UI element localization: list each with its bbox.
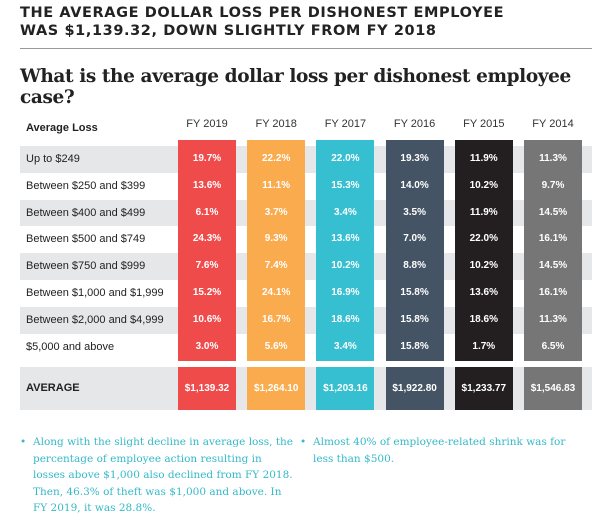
note-2: • Almost 40% of employee-related shrink … [300,434,575,467]
cell-value: 22.2% [262,153,291,164]
cell-value: 15.8% [400,340,429,352]
average-value: $1,264.10 [247,367,306,410]
cell-value: 6.5% [541,340,565,352]
cell-value: 22.0% [331,153,360,164]
cell-value: 7.6% [195,260,219,272]
column-bar [454,140,513,361]
column-bar [247,140,306,361]
row-header: Average Loss [26,122,98,134]
cell-value: 16.7% [262,313,291,325]
cell-value: 14.0% [400,179,429,191]
cell-value: 13.6% [469,287,498,298]
cell-value: 3.4% [333,340,357,352]
cell-value: 3.5% [403,206,426,218]
headline: THE AVERAGE DOLLAR LOSS PER DISHONEST EM… [20,4,504,40]
cell-value: 16.9% [331,287,360,298]
cell-value: 11.9% [469,153,498,164]
row-label: Between $250 and $399 [26,179,146,192]
row-label: Between $400 and $499 [26,206,146,219]
cell-value: 7.0% [403,233,426,245]
headline-line-2: WAS $1,139.32, DOWN SLIGHTLY FROM FY 201… [20,23,437,39]
row-label: Between $1,000 and $1,999 [26,287,164,299]
average-label: AVERAGE [26,382,80,394]
cell-value: 19.3% [400,153,429,164]
cell-value: 10.2% [331,260,360,272]
column-header: FY 2018 [255,118,297,130]
divider [20,48,592,49]
cell-value: 11.9% [469,206,498,218]
cell-value: 24.1% [262,287,291,298]
cell-value: 6.1% [195,206,219,218]
column-header: FY 2017 [324,118,367,130]
row-label: Between $750 and $999 [26,260,146,273]
column-header: FY 2015 [463,118,505,130]
cell-value: 3.0% [195,340,219,352]
cell-value: 15.3% [331,179,360,191]
column-bar [178,140,236,361]
row-label: Up to $249 [26,153,80,165]
cell-value: 9.3% [264,233,288,245]
bullet-icon: • [300,436,307,448]
cell-value: 14.5% [538,206,568,218]
column-bar [385,140,444,361]
average-value: $1,139.32 [178,367,236,410]
cell-value: 8.8% [403,260,426,272]
note-text: Almost 40% of employee-related shrink wa… [313,436,566,465]
cell-value: 24.3% [192,233,222,245]
cell-value: 3.7% [264,206,288,218]
column-header: FY 2019 [186,118,228,130]
row-label: $5,000 and above [26,340,115,353]
bullet-icon: • [20,436,27,448]
column-bar [524,140,582,361]
cell-value: 3.4% [333,206,357,218]
headline-line-1: THE AVERAGE DOLLAR LOSS PER DISHONEST EM… [20,5,505,21]
note-1: • Along with the slight decline in avera… [20,434,295,517]
average-value: $1,922.80 [385,367,444,410]
average-value: $1,546.83 [524,367,582,410]
column-header: FY 2016 [393,118,436,130]
cell-value: 7.4% [264,260,288,272]
note-text: Along with the slight decline in average… [33,436,294,514]
cell-value: 13.6% [192,179,222,191]
cell-value: 14.5% [538,260,568,272]
cell-value: 18.6% [469,313,498,325]
cell-value: 15.2% [192,287,222,298]
cell-value: 10.6% [192,313,222,325]
cell-value: 15.8% [400,313,429,325]
cell-value: 10.2% [469,260,498,272]
row-label: Between $500 and $749 [26,233,146,246]
cell-value: 11.3% [539,313,567,325]
average-value: $1,233.77 [454,367,513,410]
cell-value: 9.7% [541,179,565,191]
cell-value: 5.6% [264,340,288,352]
cell-value: 16.1% [538,287,568,298]
cell-value: 16.1% [538,233,568,245]
chart-title: What is the average dollar loss per dish… [20,66,571,108]
row-label: Between $2,000 and $4,999 [26,313,164,326]
cell-value: 10.2% [469,179,498,191]
cell-value: 13.6% [331,233,360,245]
cell-value: 19.7% [192,153,222,164]
average-value: $1,203.16 [316,367,375,410]
cell-value: 15.8% [400,287,429,298]
cell-value: 11.3% [539,153,567,164]
column-bar [316,140,375,361]
cell-value: 18.6% [331,313,360,325]
cell-value: 11.1% [262,179,291,191]
cell-value: 22.0% [469,233,498,245]
column-header: FY 2014 [532,118,574,130]
cell-value: 1.7% [472,340,496,352]
